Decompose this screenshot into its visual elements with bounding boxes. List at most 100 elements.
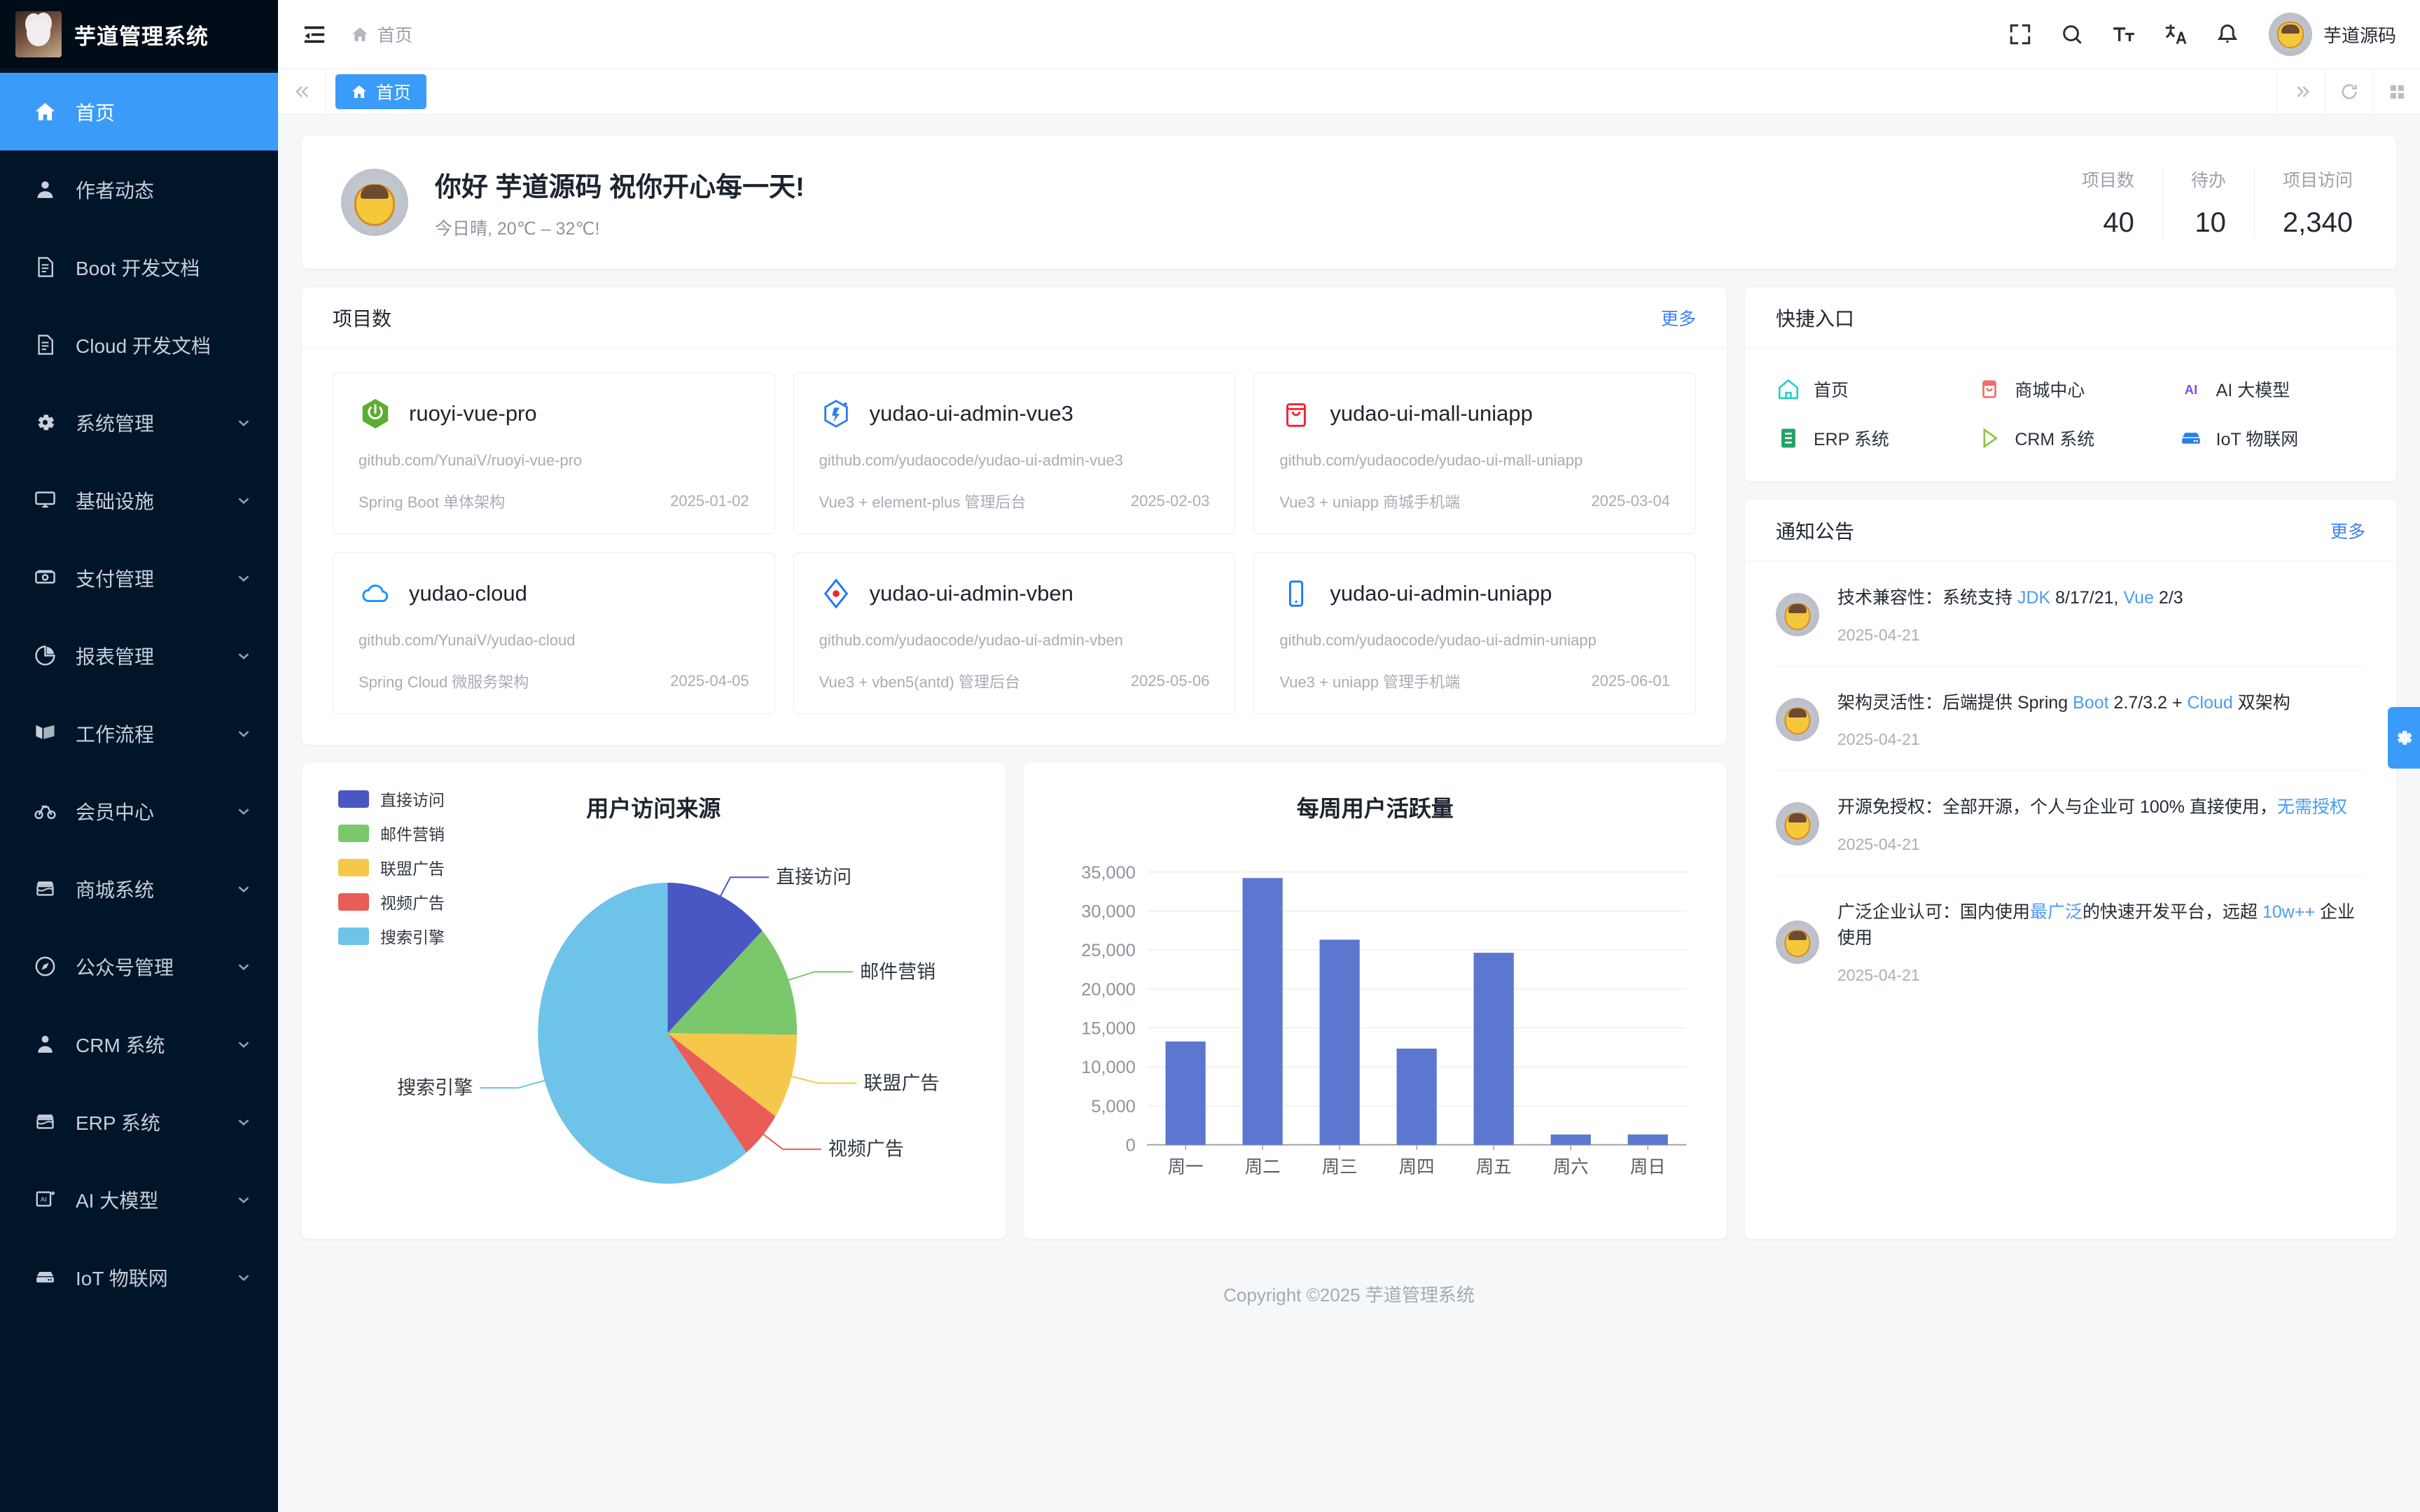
projects-more-link[interactable]: 更多: [1660, 309, 1696, 329]
project-card[interactable]: yudao-ui-admin-uniapp github.com/yudaocod…: [1253, 552, 1696, 714]
project-card[interactable]: yudao-cloud github.com/YunaiV/yudao-cloud…: [333, 552, 775, 714]
sidebar-item-11[interactable]: 商城系统: [0, 850, 278, 927]
search-icon[interactable]: [2046, 8, 2098, 60]
chevron-down-icon[interactable]: [235, 414, 253, 432]
font-size-icon[interactable]: [2098, 8, 2150, 60]
notice-body: 广泛企业认可：国内使用最广泛的快速开发平台，远超 10w++ 企业使用 2025-…: [1837, 899, 2365, 985]
pie-slice[interactable]: [667, 1033, 776, 1153]
sidebar-logo[interactable]: 芋道管理系统: [0, 0, 278, 69]
sidebar-item-9[interactable]: 工作流程: [0, 694, 278, 772]
grid-icon[interactable]: [2372, 69, 2420, 114]
pie-slice[interactable]: [667, 1033, 798, 1116]
bar[interactable]: [1473, 953, 1514, 1145]
project-card[interactable]: yudao-ui-admin-vue3 github.com/yudaocode/…: [793, 372, 1236, 534]
legend-item[interactable]: 直接访问: [338, 787, 445, 811]
sidebar-item-1[interactable]: 首页: [0, 73, 278, 150]
notice-highlight[interactable]: 无需授权: [2276, 797, 2347, 817]
tab-home[interactable]: 首页: [335, 74, 427, 109]
quick-entry-item[interactable]: ERP 系统: [1776, 426, 1963, 451]
sidebar-item-6[interactable]: 基础设施: [0, 461, 278, 539]
chevron-down-icon[interactable]: [235, 569, 253, 587]
pie-slice[interactable]: [538, 883, 746, 1184]
notice-highlight[interactable]: Vue: [2123, 588, 2154, 608]
chevron-down-icon[interactable]: [235, 1035, 253, 1054]
quick-entry-item[interactable]: AI AI 大模型: [2178, 377, 2365, 402]
chevron-down-icon[interactable]: [235, 958, 253, 976]
sidebar-item-7[interactable]: 支付管理: [0, 539, 278, 617]
projects-card-title: 项目数: [333, 307, 392, 330]
notice-highlight[interactable]: Cloud: [2187, 692, 2233, 713]
double-chevron-left-icon[interactable]: [278, 69, 326, 114]
chevron-down-icon[interactable]: [235, 1191, 253, 1209]
chevron-down-icon[interactable]: [235, 724, 253, 743]
breadcrumb[interactable]: 首页: [351, 22, 412, 47]
notice-highlight[interactable]: JDK: [2017, 588, 2051, 608]
sidebar-item-label: 支付管理: [76, 568, 155, 590]
settings-drawer-handle[interactable]: [2388, 707, 2420, 769]
hamburger-icon[interactable]: [298, 18, 331, 51]
sidebar-item-3[interactable]: Boot 开发文档: [0, 228, 278, 306]
sidebar-item-4[interactable]: Cloud 开发文档: [0, 306, 278, 384]
legend-item[interactable]: 联盟广告: [338, 855, 445, 879]
project-card[interactable]: yudao-ui-admin-vben github.com/yudaocode/…: [793, 552, 1236, 714]
chevron-down-icon[interactable]: [235, 880, 253, 898]
quick-entry-header: 快捷入口: [1745, 287, 2396, 349]
notice-item[interactable]: 开源免授权：全部开源，个人与企业可 100% 直接使用，无需授权 2025-04-…: [1776, 771, 2365, 876]
notice-highlight[interactable]: 10w++: [2262, 902, 2316, 922]
project-card[interactable]: ruoyi-vue-pro github.com/YunaiV/ruoyi-vue…: [333, 372, 775, 534]
sidebar-item-13[interactable]: CRM 系统: [0, 1005, 278, 1083]
sidebar-item-12[interactable]: 公众号管理: [0, 927, 278, 1005]
home-outline-icon: [1776, 377, 1801, 402]
sidebar-item-label: Boot 开发文档: [76, 257, 200, 279]
legend-swatch: [338, 790, 369, 808]
bar[interactable]: [1164, 1041, 1206, 1145]
sidebar-item-16[interactable]: IoT 物联网: [0, 1238, 278, 1316]
chevron-down-icon[interactable]: [235, 1268, 253, 1287]
notice-title: 开源免授权：全部开源，个人与企业可 100% 直接使用，无需授权: [1837, 794, 2365, 821]
bar[interactable]: [1242, 878, 1283, 1145]
notice-highlight[interactable]: Boot: [2073, 692, 2109, 713]
sidebar-item-8[interactable]: 报表管理: [0, 617, 278, 694]
project-card[interactable]: yudao-ui-mall-uniapp github.com/yudaocode…: [1253, 372, 1696, 534]
sidebar-item-2[interactable]: 作者动态: [0, 150, 278, 228]
chevron-down-icon[interactable]: [235, 1113, 253, 1131]
left-column: 项目数 更多 ruoyi-vue-pro github.com/YunaiV/ru…: [302, 287, 1727, 1239]
project-desc: Vue3 + element-plus 管理后台: [819, 493, 1027, 511]
user-menu[interactable]: 芋道源码: [2253, 13, 2396, 56]
sidebar-item-label: 会员中心: [76, 801, 155, 823]
bell-icon[interactable]: [2202, 8, 2253, 60]
translate-icon[interactable]: [2150, 8, 2202, 60]
fullscreen-icon[interactable]: [1994, 8, 2046, 60]
quick-entry-item[interactable]: CRM 系统: [1977, 426, 2164, 451]
legend-item[interactable]: 视频广告: [338, 890, 445, 913]
notice-item[interactable]: 架构灵活性：后端提供 Spring Boot 2.7/3.2 + Cloud 双…: [1776, 666, 2365, 771]
notice-item[interactable]: 技术兼容性：系统支持 JDK 8/17/21, Vue 2/3 2025-04-2…: [1776, 561, 2365, 666]
bar[interactable]: [1627, 1134, 1668, 1145]
money-icon: [32, 566, 57, 591]
notices-more-link[interactable]: 更多: [2330, 522, 2365, 542]
legend-item[interactable]: 搜索引擎: [338, 924, 445, 948]
quick-entry-item[interactable]: IoT 物联网: [2178, 426, 2365, 451]
sidebar-item-14[interactable]: ERP 系统: [0, 1083, 278, 1161]
notices-list: 技术兼容性：系统支持 JDK 8/17/21, Vue 2/3 2025-04-2…: [1745, 561, 2396, 1006]
chevron-down-icon[interactable]: [235, 802, 253, 820]
quick-entry-item[interactable]: 首页: [1776, 377, 1963, 402]
pie-slice[interactable]: [667, 930, 798, 1035]
notice-highlight[interactable]: 最广泛: [2030, 902, 2083, 922]
double-chevron-right-icon[interactable]: [2277, 69, 2325, 114]
legend-item[interactable]: 邮件营销: [338, 821, 445, 845]
sidebar-item-15[interactable]: AI AI 大模型: [0, 1161, 278, 1238]
chevron-down-icon[interactable]: [235, 647, 253, 665]
notice-item[interactable]: 广泛企业认可：国内使用最广泛的快速开发平台，远超 10w++ 企业使用 2025-…: [1776, 876, 2365, 1006]
bar[interactable]: [1319, 939, 1360, 1145]
quick-entry-item[interactable]: 商城中心: [1977, 377, 2164, 402]
bar[interactable]: [1550, 1134, 1591, 1145]
sidebar-item-10[interactable]: 会员中心: [0, 772, 278, 850]
refresh-icon[interactable]: [2325, 69, 2372, 114]
pie-slice[interactable]: [667, 883, 763, 1033]
sidebar-item-5[interactable]: 系统管理: [0, 384, 278, 461]
chevron-down-icon[interactable]: [235, 491, 253, 510]
project-desc: Vue3 + uniapp 管理手机端: [1279, 673, 1461, 691]
y-axis-tick-label: 20,000: [1081, 980, 1136, 1000]
bar[interactable]: [1396, 1049, 1437, 1145]
